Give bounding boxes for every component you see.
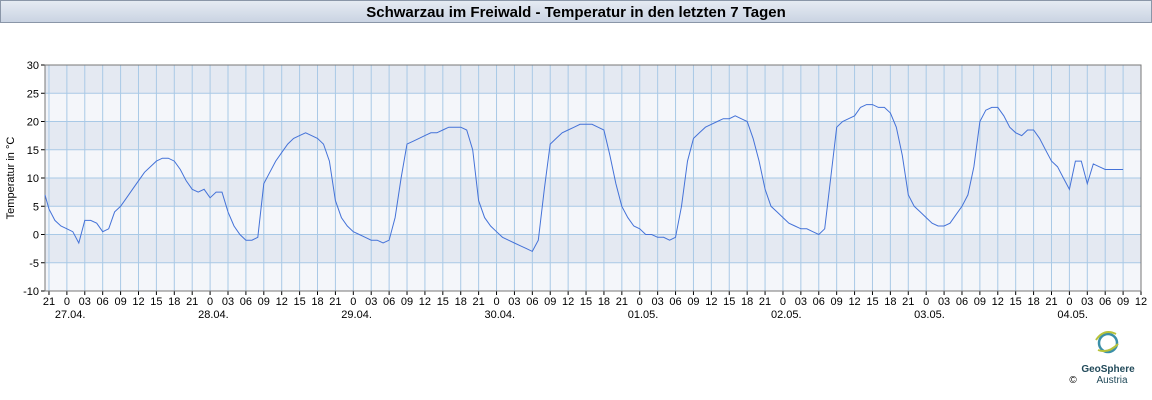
y-tick-label: -5 [29,258,39,270]
x-tick-label: 0 [780,296,786,308]
x-tick-label: 18 [1027,296,1039,308]
x-tick-label: 12 [705,296,717,308]
x-tick-label: 15 [723,296,735,308]
x-tick-label: 0 [64,296,70,308]
x-tick-label: 0 [923,296,929,308]
logo: GeoSphere Austria © [1069,331,1135,386]
x-tick-label: 03 [795,296,807,308]
band [45,65,1141,94]
logo-icon [1097,332,1119,354]
x-tick-label: 09 [114,296,126,308]
x-tick-label: 09 [544,296,556,308]
x-tick-label: 0 [207,296,213,308]
x-tick-label: 06 [813,296,825,308]
x-tick-label: 21 [902,296,914,308]
copyright: © [1069,375,1077,386]
x-tick-label: 12 [1135,296,1147,308]
band [45,93,1141,122]
x-tick-label: 18 [311,296,323,308]
x-tick-label: 03 [79,296,91,308]
band [45,262,1141,291]
band [45,178,1141,207]
y-tick-label: 15 [27,145,39,157]
x-date-label: 27.04. [55,309,86,321]
plot-frame [44,64,1142,292]
x-date-label: 01.05. [628,309,659,321]
x-tick-label: 09 [974,296,986,308]
x-tick-label: 0 [637,296,643,308]
logo-name: GeoSphere [1081,364,1135,375]
x-tick-label: 15 [866,296,878,308]
x-tick-label: 15 [437,296,449,308]
x-tick-label: 12 [132,296,144,308]
x-tick-label: 21 [616,296,628,308]
x-tick-label: 12 [419,296,431,308]
x-tick-label: 12 [992,296,1004,308]
band [45,206,1141,235]
x-tick-label: 06 [956,296,968,308]
x-date-label: 02.05. [771,309,802,321]
y-tick-label: 30 [27,60,39,72]
x-date-label: 03.05. [914,309,945,321]
x-tick-label: 18 [884,296,896,308]
x-tick-label: 18 [168,296,180,308]
y-axis-label: Temperatur in °C [5,137,17,220]
y-tick-label: 20 [27,117,39,129]
x-tick-label: 03 [1081,296,1093,308]
x-tick-label: 15 [150,296,162,308]
x-tick-label: 15 [1010,296,1022,308]
x-date-label: 04.05. [1057,309,1088,321]
x-tick-label: 21 [329,296,341,308]
x-tick-label: 03 [508,296,520,308]
x-tick-label: 21 [473,296,485,308]
band [45,149,1141,178]
x-tick-label: 09 [401,296,413,308]
x-tick-label: 21 [759,296,771,308]
x-tick-label: 06 [669,296,681,308]
band [45,234,1141,263]
x-date-label: 29.04. [341,309,372,321]
x-tick-label: 03 [222,296,234,308]
y-tick-label: 25 [27,88,39,100]
x-tick-label: 15 [293,296,305,308]
x-tick-label: 12 [276,296,288,308]
x-tick-label: 03 [652,296,664,308]
x-tick-label: 06 [97,296,109,308]
x-tick-label: 0 [350,296,356,308]
x-tick-label: 09 [1117,296,1129,308]
x-tick-label: 15 [580,296,592,308]
x-tick-label: 12 [562,296,574,308]
x-tick-label: 18 [741,296,753,308]
y-tick-label: 0 [33,230,39,242]
x-tick-label: 06 [1099,296,1111,308]
x-tick-label: 06 [240,296,252,308]
x-tick-label: 21 [186,296,198,308]
x-tick-label: 18 [455,296,467,308]
logo-icon [1095,331,1119,353]
y-tick-label: 10 [27,173,39,185]
x-tick-label: 0 [493,296,499,308]
x-tick-label: 03 [938,296,950,308]
x-tick-label: 03 [365,296,377,308]
y-tick-label: 5 [33,201,39,213]
chart-title: Schwarzau im Freiwald - Temperatur in de… [366,4,786,21]
x-tick-label: 18 [598,296,610,308]
x-date-label: 28.04. [198,309,229,321]
temperature-line [44,104,1124,253]
x-date-label: 30.04. [485,309,516,321]
x-tick-label: 0 [1066,296,1072,308]
x-tick-label: 06 [526,296,538,308]
x-tick-label: 09 [831,296,843,308]
logo-sub: Austria [1096,375,1128,386]
y-tick-label: -10 [23,286,39,298]
x-tick-label: 09 [687,296,699,308]
x-tick-label: 12 [848,296,860,308]
x-tick-label: 09 [258,296,270,308]
x-tick-label: 21 [43,296,55,308]
x-tick-label: 06 [383,296,395,308]
x-tick-label: 21 [1045,296,1057,308]
